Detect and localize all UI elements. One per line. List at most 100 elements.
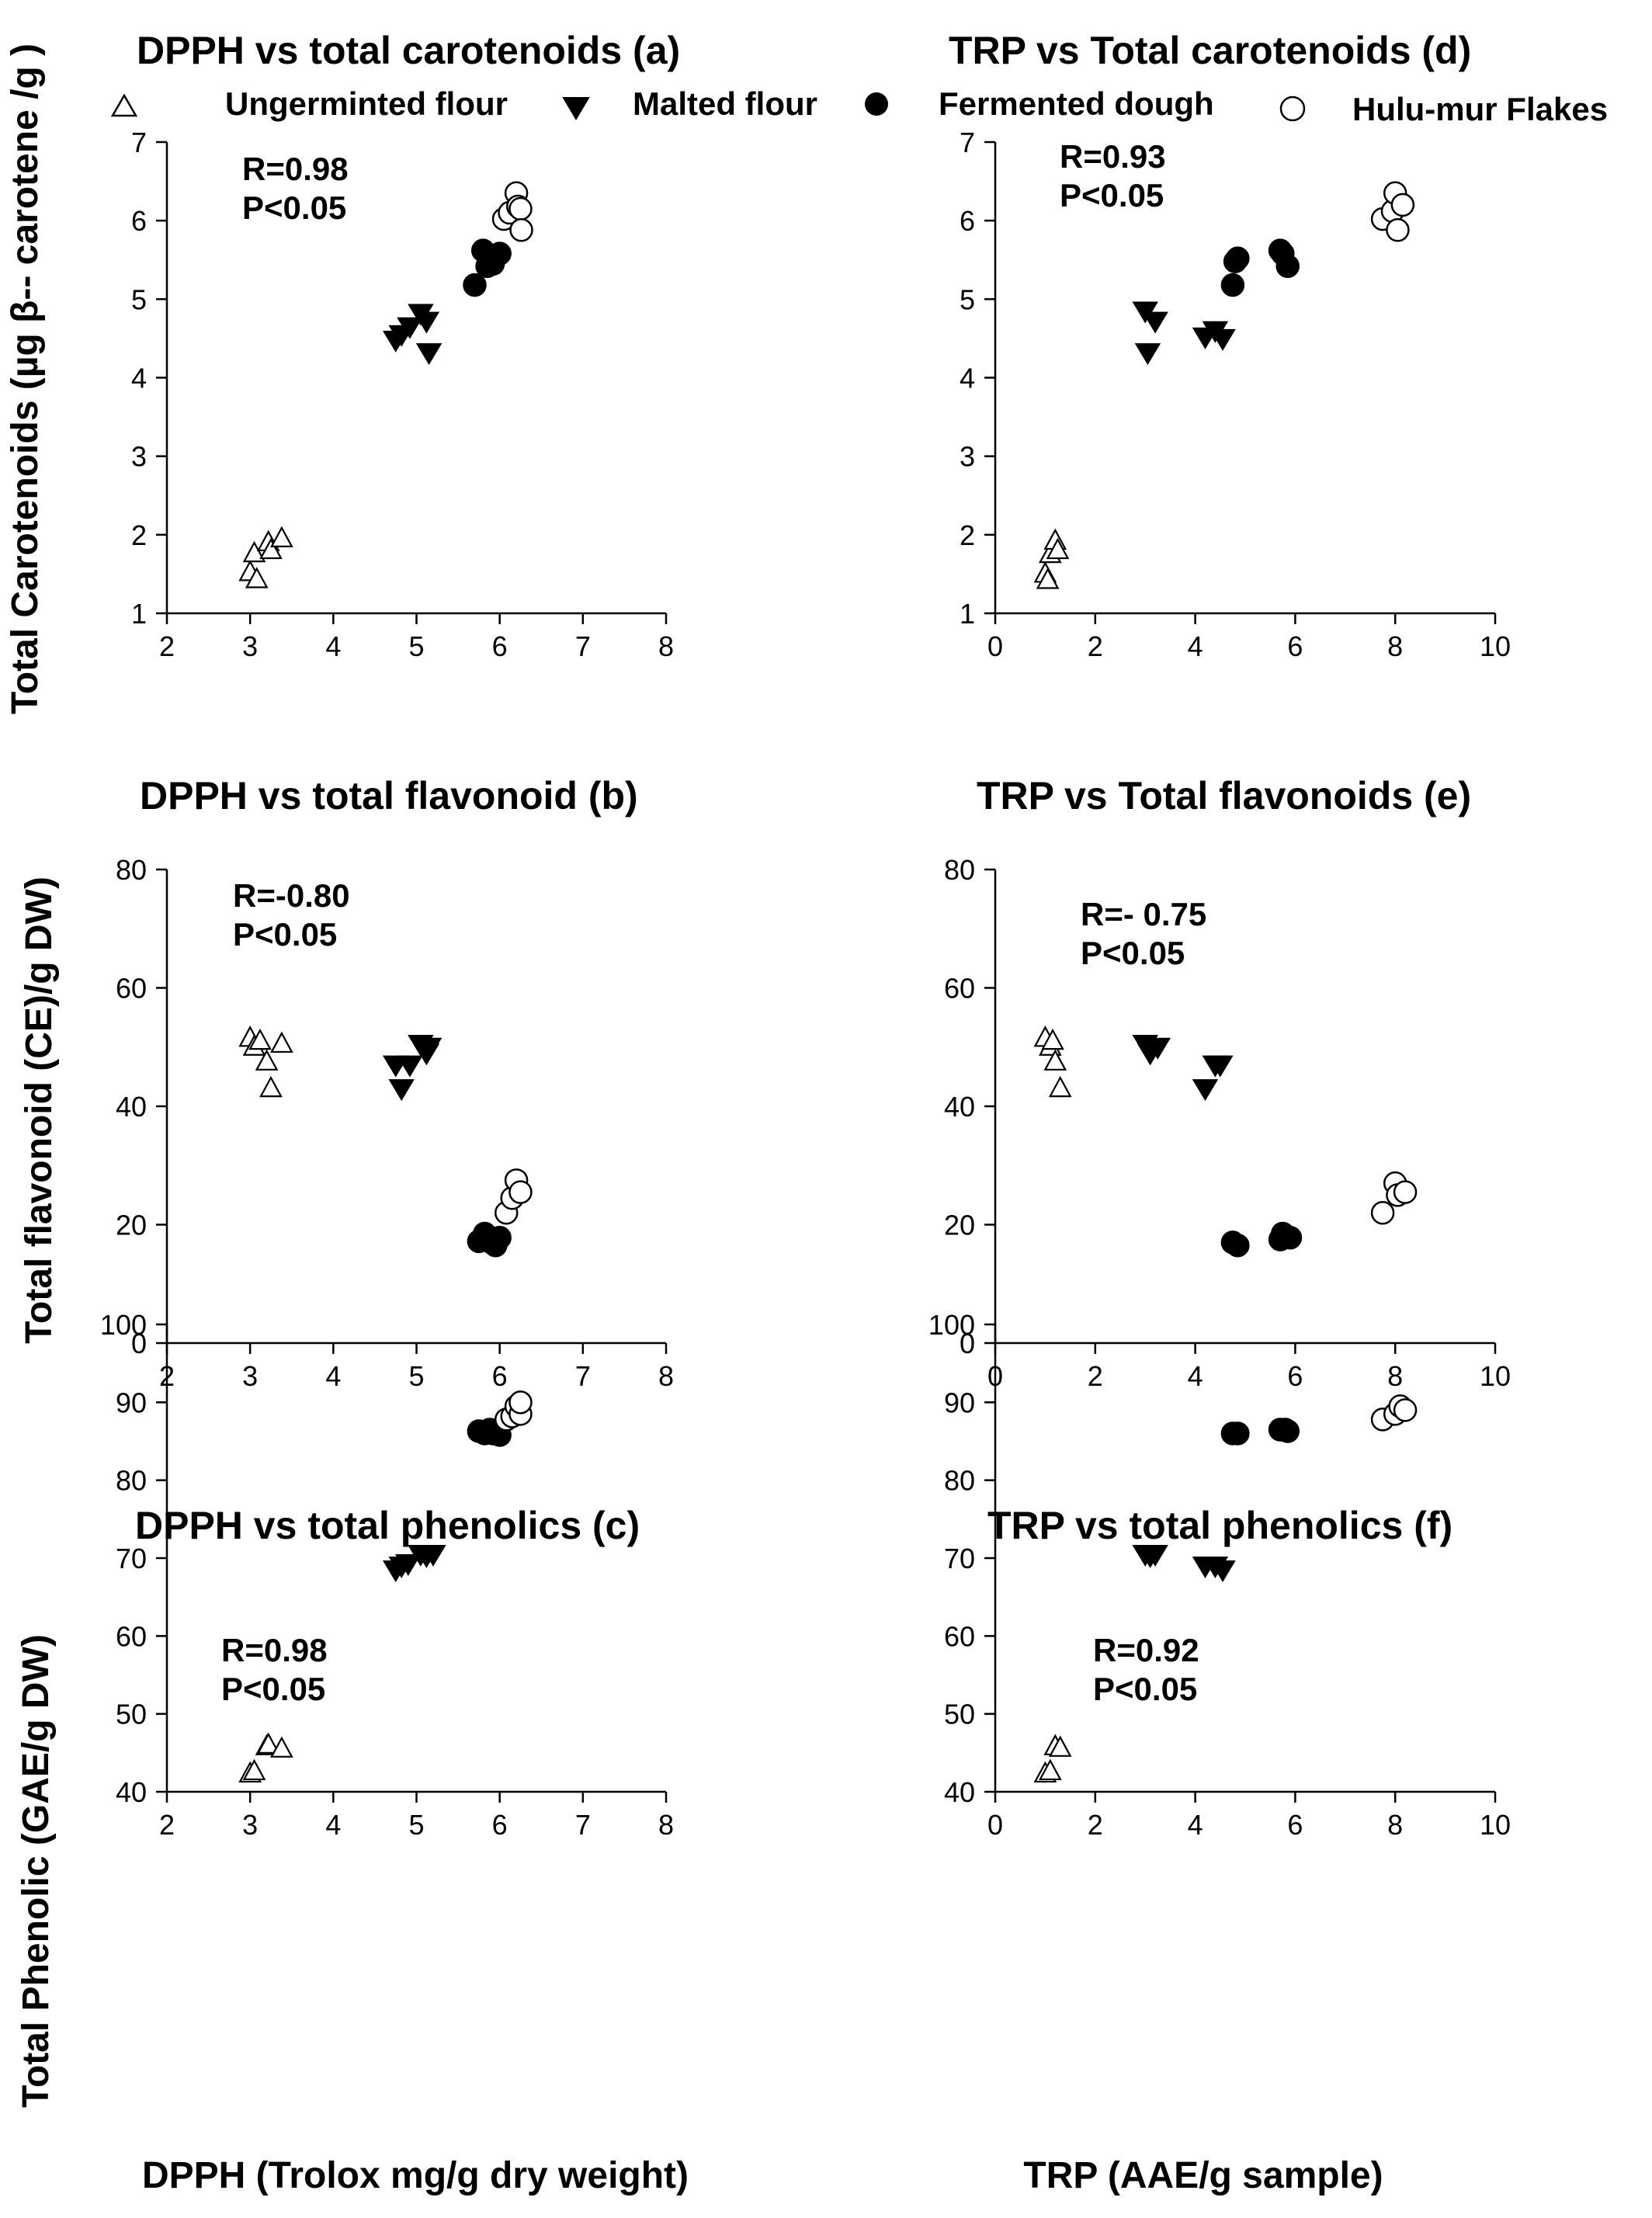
data-point [242,540,266,563]
y-tick-label: 6 [960,205,975,237]
series-hulu-mur-flakes [491,181,533,242]
y-tick-label: 100 [928,1309,975,1341]
y-axis-label-flavonoid: Total flavonoid (CE)/g DW) [19,876,60,1344]
chart-panel-a: DPPH vs total carotenoids (a)2 3 4 5 6 7 81234… [131,29,680,662]
data-point [397,317,423,339]
x-tick-label: 10 [1480,630,1511,662]
data-point [1036,568,1060,589]
chart-panel-f: TRP vs total phenolics (f)0 2 4 6 8 104050607… [928,1309,1511,1841]
legend-item-ungerminted-flour: Ungerminted flour [110,85,508,122]
series-malted-flour [1132,1544,1236,1582]
stat-annotation: P<0.05 [1093,1671,1197,1707]
x-tick-label: 6 [1287,630,1303,662]
x-axis-label-dpph: DPPH (Trolox mg/g dry weight) [142,2155,689,2196]
x-tick-label: 6 [1287,1360,1303,1392]
data-point [1370,1201,1395,1225]
data-point [1390,193,1415,217]
data-point [256,1732,280,1754]
x-tick-label: 7 [575,1360,591,1392]
series-ungerminted-flour [238,526,293,588]
data-point [1192,1079,1219,1102]
data-point [463,272,487,297]
x-tick-label: 3 [242,1809,258,1841]
y-tick-label: 7 [131,127,147,158]
x-tick-label: 4 [1188,1360,1203,1392]
data-point [1226,1421,1250,1446]
data-point [242,1758,266,1781]
x-tick-label: 10 [1480,1360,1511,1392]
series-fermented-dough [1220,1418,1300,1446]
data-point [1041,1028,1064,1050]
data-point [488,1226,512,1250]
data-point [1038,1758,1062,1781]
y-tick-label: 70 [116,1543,147,1574]
data-point [245,567,269,588]
series-hulu-mur-flakes [1370,181,1415,242]
data-point [1278,1226,1303,1250]
stat-annotation: P<0.05 [1060,177,1164,213]
series-fermented-dough [467,1221,512,1258]
data-point [259,1075,283,1098]
data-point [270,526,293,547]
y-tick-label: 4 [131,363,147,394]
y-tick-label: 1 [131,598,147,630]
y-tick-label: 100 [100,1309,147,1341]
data-point [1220,272,1245,297]
legend-label: Ungerminted flour [225,85,508,122]
panels: DPPH vs total carotenoids (a)2 3 4 5 6 7 81234… [100,29,1511,1841]
data-point [1144,1037,1171,1060]
x-tick-label: 8 [1387,630,1403,662]
data-point [270,1736,293,1758]
legend-label: Hulu-mur Flakes [1352,91,1608,127]
x-tick-label: 3 [242,630,258,662]
legend-item-hulu-mur-flakes: Hulu-mur Flakes [1279,91,1608,127]
x-tick-label: 5 [408,1809,424,1841]
x-tick-label: 5 [408,630,424,662]
x-axis-label-trp: TRP (AAE/g sample) [1023,2155,1383,2196]
chart-panel-b: DPPH vs total flavonoid (b)2 3 4 5 6 7 8020406… [116,774,674,1392]
chart-title: DPPH vs total phenolics (c) [135,1504,640,1547]
y-tick-label: 3 [960,441,975,473]
data-point [508,196,533,221]
y-tick-label: 1 [960,598,975,630]
y-tick-label: 80 [944,854,975,886]
y-tick-label: 20 [944,1210,975,1241]
data-point [1386,218,1410,242]
data-point [1048,1735,1072,1757]
y-tick-label: 5 [131,283,147,315]
x-tick-label: 6 [492,1360,508,1392]
data-point [395,1554,422,1576]
chart-title: TRP vs Total carotenoids (d) [949,29,1471,72]
series-malted-flour [382,1034,442,1102]
x-tick-label: 7 [575,1809,591,1841]
series-ungerminted-flour [238,1026,293,1098]
data-point [1393,1180,1418,1204]
data-point [1393,1398,1418,1422]
y-tick-label: 0 [131,1328,147,1359]
series-hulu-mur-flakes [494,1168,533,1225]
stat-annotation: R=0.93 [1060,138,1166,175]
series-hulu-mur-flakes [1370,1171,1418,1225]
data-point [415,1037,442,1060]
y-tick-label: 70 [944,1543,975,1574]
x-tick-label: 6 [1287,1809,1303,1841]
data-point [1207,1055,1234,1078]
stat-annotation: R=-0.80 [233,877,350,914]
x-tick-label: 2 [159,1809,175,1841]
legend-marker-circle-filled [865,92,888,116]
series-ungerminted-flour [1033,1026,1072,1098]
stat-annotation: R=- 0.75 [1081,896,1206,932]
x-tick-label: 8 [658,630,674,662]
y-tick-label: 6 [131,205,147,237]
stat-annotation: R=0.92 [1093,1632,1199,1668]
x-tick-label: 8 [658,1809,674,1841]
x-tick-label: 8 [1387,1360,1403,1392]
chart-title: TRP vs total phenolics (f) [987,1504,1452,1547]
legend-marker-circle-open [1279,95,1306,122]
x-tick-label: 4 [325,1809,341,1841]
chart-panel-d: TRP vs Total carotenoids (d)0 2 4 6 8 1012345… [949,29,1511,662]
y-tick-label: 60 [944,1620,975,1652]
y-tick-label: 40 [116,1776,147,1808]
chart-panel-c: DPPH vs total phenolics (c)2 3 4 5 6 7 8405060… [100,1309,674,1841]
